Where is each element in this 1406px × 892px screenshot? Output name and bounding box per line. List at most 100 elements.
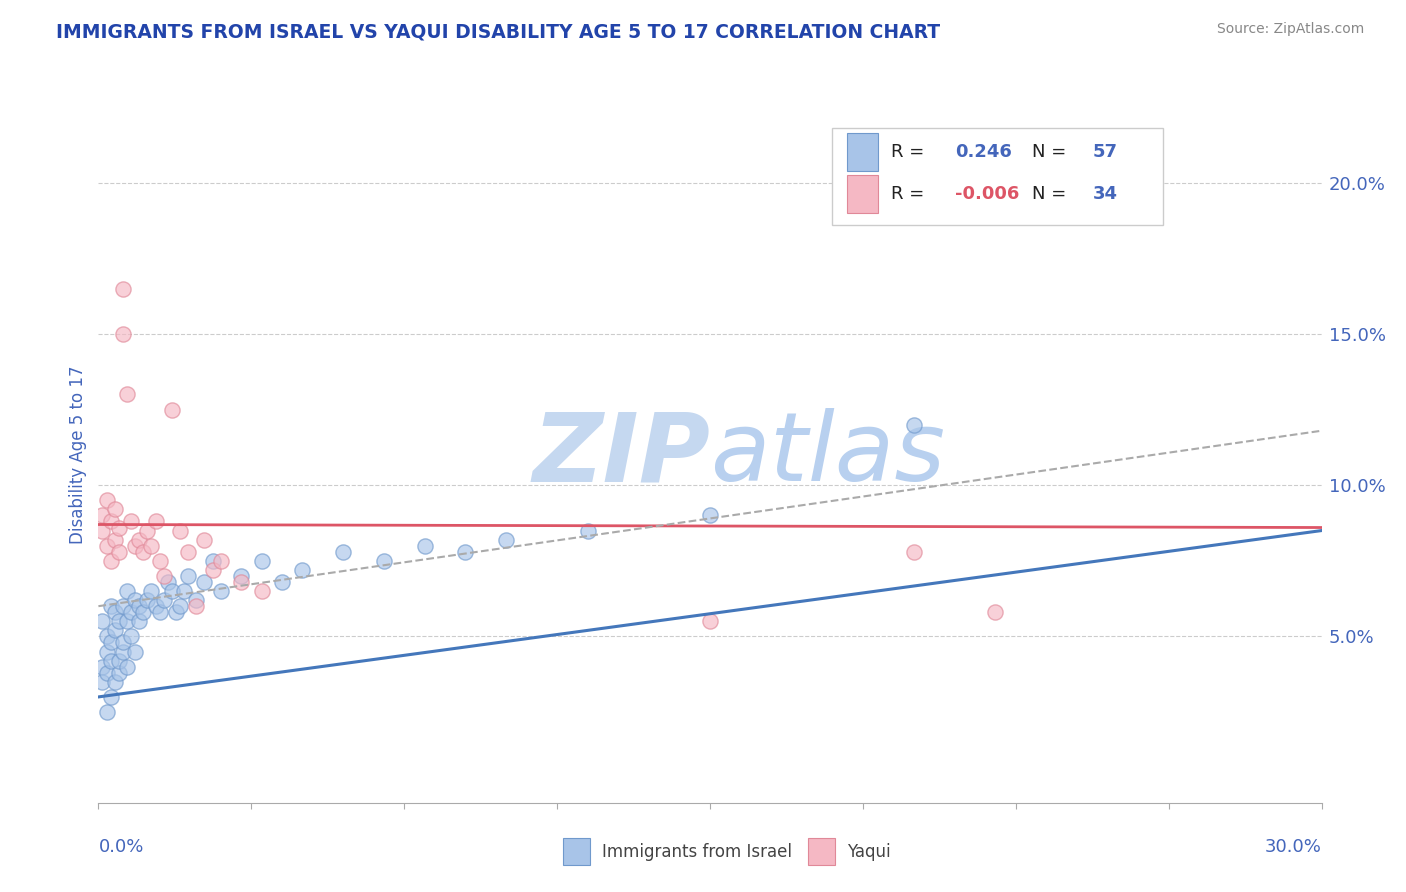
Point (177, 569, 200, 583)
Point (201, 563, 224, 577)
Point (91, 615, 114, 629)
Point (699, 508, 721, 523)
Point (160, 584, 183, 599)
Point (108, 615, 131, 629)
Point (132, 545, 155, 559)
Point (173, 584, 195, 599)
Point (136, 593, 159, 607)
Point (201, 554, 224, 568)
Point (115, 584, 138, 599)
Text: 34: 34 (1092, 185, 1118, 203)
Point (136, 524, 159, 538)
Point (209, 584, 232, 599)
Text: Immigrants from Israel: Immigrants from Israel (602, 843, 793, 861)
Point (903, 545, 925, 559)
FancyBboxPatch shape (808, 838, 835, 865)
Point (120, 629, 142, 643)
Text: ZIP: ZIP (531, 409, 710, 501)
FancyBboxPatch shape (832, 128, 1163, 226)
Point (149, 554, 172, 568)
Text: atlas: atlas (710, 409, 945, 501)
Point (141, 539, 163, 553)
Point (186, 599, 208, 614)
Point (132, 605, 155, 619)
Point (984, 605, 1007, 619)
FancyBboxPatch shape (846, 175, 877, 213)
Point (108, 665, 131, 680)
Point (128, 599, 150, 614)
Point (373, 554, 395, 568)
Point (291, 563, 314, 577)
Point (100, 515, 122, 529)
Point (413, 539, 436, 553)
Text: IMMIGRANTS FROM ISRAEL VS YAQUI DISABILITY AGE 5 TO 17 CORRELATION CHART: IMMIGRANTS FROM ISRAEL VS YAQUI DISABILI… (56, 22, 941, 41)
Point (96, 493, 118, 508)
Point (111, 644, 134, 658)
Point (193, 533, 215, 547)
Point (124, 644, 146, 658)
Point (104, 502, 127, 516)
Point (495, 533, 517, 547)
Point (111, 326, 134, 341)
Point (270, 574, 294, 589)
Text: 57: 57 (1092, 144, 1118, 161)
Point (91, 508, 114, 523)
Point (91, 674, 114, 689)
Point (108, 520, 131, 534)
Point (141, 584, 163, 599)
Point (156, 574, 179, 589)
Point (100, 635, 122, 649)
Point (96, 539, 118, 553)
Text: -0.006: -0.006 (955, 185, 1019, 203)
Text: 0.246: 0.246 (955, 144, 1011, 161)
Point (177, 545, 200, 559)
Text: R =: R = (891, 144, 929, 161)
Point (104, 533, 127, 547)
Point (145, 515, 167, 529)
Text: 30.0%: 30.0% (1265, 838, 1322, 855)
Point (96, 665, 118, 680)
Point (120, 515, 142, 529)
Point (100, 554, 122, 568)
Point (124, 593, 146, 607)
Point (152, 593, 174, 607)
Point (100, 690, 122, 704)
Point (186, 593, 208, 607)
Point (209, 554, 232, 568)
Point (115, 387, 138, 401)
Point (124, 539, 146, 553)
Point (115, 615, 138, 629)
Point (145, 599, 167, 614)
Text: N =: N = (1032, 144, 1071, 161)
Point (169, 599, 191, 614)
Point (160, 402, 183, 417)
Point (91, 659, 114, 673)
Point (115, 659, 138, 673)
Point (96, 629, 118, 643)
Point (454, 545, 477, 559)
Point (100, 599, 122, 614)
Point (576, 524, 599, 538)
Point (250, 584, 273, 599)
Text: Source: ZipAtlas.com: Source: ZipAtlas.com (1216, 22, 1364, 37)
Point (231, 569, 253, 583)
Point (108, 654, 131, 668)
Point (332, 545, 354, 559)
Point (104, 605, 127, 619)
Point (193, 574, 215, 589)
Point (903, 417, 925, 432)
Point (100, 654, 122, 668)
Point (120, 605, 142, 619)
Point (111, 281, 134, 295)
Point (111, 635, 134, 649)
Point (96, 705, 118, 719)
FancyBboxPatch shape (564, 838, 591, 865)
Point (91, 524, 114, 538)
Text: N =: N = (1032, 185, 1071, 203)
Point (108, 545, 131, 559)
Point (165, 605, 187, 619)
Point (699, 615, 721, 629)
Point (149, 605, 172, 619)
Text: R =: R = (891, 185, 929, 203)
Point (104, 674, 127, 689)
